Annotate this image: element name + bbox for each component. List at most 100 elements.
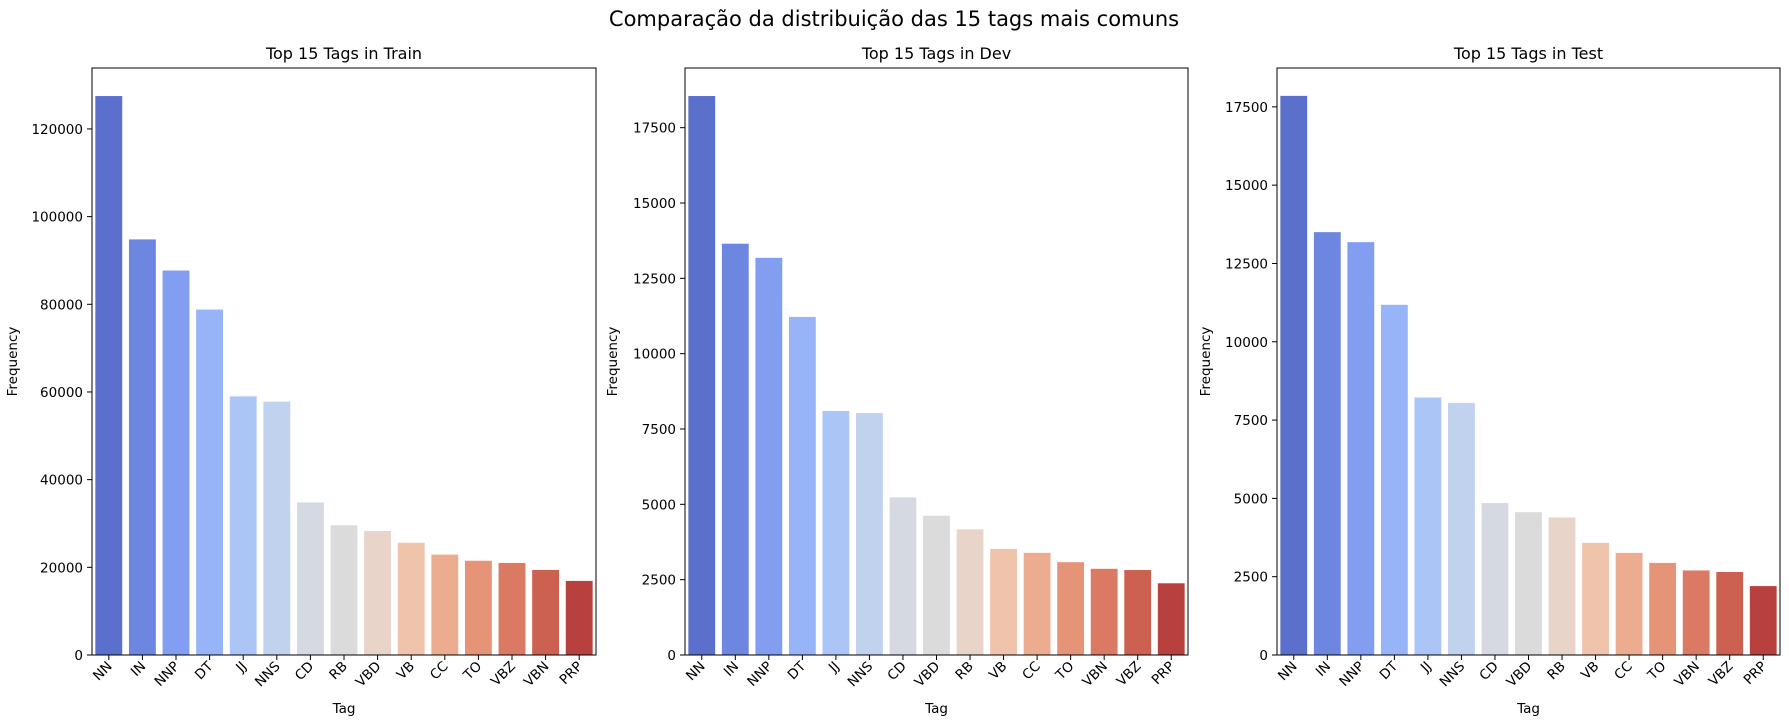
x-tick-label: JJ [825, 659, 843, 677]
chart-title: Top 15 Tags in Dev [861, 44, 1011, 63]
x-tick-label: DT [192, 658, 217, 683]
bar-rb [956, 529, 984, 655]
x-tick-label: PRP [557, 659, 586, 688]
x-tick-label: PRP [1149, 659, 1178, 688]
y-tick-label: 5000 [1234, 491, 1268, 507]
x-tick-label: CD [884, 659, 909, 684]
x-tick-label: JJ [1417, 659, 1435, 677]
y-tick-label: 2500 [642, 573, 676, 589]
x-tick-label: VBN [521, 659, 553, 691]
bar-dt [788, 316, 816, 655]
x-tick-label: VB [1578, 659, 1602, 683]
figure-suptitle: Comparação da distribuição das 15 tags m… [609, 7, 1179, 31]
bar-in [1313, 232, 1341, 656]
bar-prp [565, 580, 593, 655]
x-axis-label: Tag [1516, 701, 1540, 717]
x-tick-label: VBZ [1706, 659, 1737, 690]
bar-dt [196, 309, 224, 655]
y-tick-label: 10000 [633, 347, 676, 363]
x-tick-label: VBD [912, 659, 944, 691]
bar-rb [1548, 517, 1576, 655]
x-tick-label: NN [1275, 659, 1301, 685]
x-axis-label: Tag [332, 701, 356, 717]
x-tick-label: VBZ [488, 659, 519, 690]
y-axis-label: Frequency [1198, 327, 1214, 397]
x-tick-label: VBZ [1114, 659, 1145, 690]
x-tick-label: CC [1019, 659, 1044, 684]
bar-cd [296, 502, 324, 655]
y-tick-label: 0 [74, 648, 83, 664]
x-tick-label: VBN [1079, 659, 1111, 691]
bar-vbn [1090, 568, 1118, 655]
y-tick-label: 40000 [40, 473, 83, 489]
bar-cc [1615, 552, 1643, 655]
bar-dt [1380, 304, 1408, 655]
x-tick-label: NNP [744, 659, 775, 690]
bar-nns [856, 413, 883, 655]
y-axis-label: Frequency [605, 327, 621, 397]
bar-jj [1414, 397, 1442, 655]
y-tick-label: 17500 [1225, 100, 1268, 116]
y-tick-label: 2500 [1234, 570, 1268, 586]
bar-cc [1023, 552, 1051, 655]
x-tick-label: TO [1644, 659, 1669, 684]
x-tick-label: CD [292, 659, 317, 684]
y-tick-label: 10000 [1225, 335, 1268, 351]
x-tick-label: IN [1313, 659, 1334, 680]
bar-nns [1448, 402, 1475, 655]
chart-panel-dev: 0 2500 5000 7500 10000 12500 15000 17500 NN IN NNP… [605, 44, 1189, 717]
bar-vb [397, 542, 425, 655]
bar-vbn [532, 569, 560, 655]
bar-nn [95, 96, 123, 655]
y-tick-label: 60000 [40, 385, 83, 401]
bar-to [1057, 562, 1085, 655]
x-tick-label: VBD [1504, 659, 1536, 691]
bar-to [464, 560, 492, 655]
bar-vbd [923, 515, 950, 655]
x-tick-label: NNS [845, 659, 877, 691]
x-tick-label: CC [1611, 659, 1636, 684]
bar-vbn [1682, 570, 1710, 655]
x-tick-label: RB [326, 659, 351, 684]
y-tick-label: 100000 [31, 210, 83, 226]
x-tick-label: VB [986, 659, 1010, 683]
y-tick-label: 7500 [1234, 413, 1268, 429]
bar-vbz [498, 562, 526, 655]
chart-title: Top 15 Tags in Train [265, 44, 422, 63]
x-tick-label: VBN [1671, 659, 1703, 691]
y-tick-label: 80000 [40, 297, 83, 313]
x-tick-label: NNP [1336, 659, 1367, 690]
y-tick-label: 0 [1259, 648, 1268, 664]
bar-cd [889, 497, 917, 655]
bar-vbd [1515, 512, 1542, 655]
bar-nnp [755, 257, 783, 655]
x-tick-label: TO [460, 659, 485, 684]
x-tick-label: NNS [1437, 659, 1469, 691]
bar-jj [822, 410, 850, 655]
x-axis-label: Tag [924, 701, 948, 717]
y-tick-label: 17500 [633, 121, 676, 137]
x-tick-label: NN [683, 659, 709, 685]
y-tick-label: 15000 [633, 196, 676, 212]
y-tick-label: 5000 [642, 497, 676, 513]
x-tick-label: IN [128, 659, 149, 680]
x-tick-label: VBD [353, 659, 385, 691]
x-tick-label: VB [394, 659, 418, 683]
bar-nn [688, 96, 716, 656]
bar-jj [229, 396, 257, 655]
x-tick-label: IN [721, 659, 742, 680]
x-tick-label: DT [785, 658, 810, 683]
x-tick-label: JJ [232, 659, 250, 677]
bar-nnp [1347, 242, 1375, 655]
bar-vbz [1124, 570, 1152, 655]
x-tick-label: DT [1377, 658, 1402, 683]
y-tick-label: 20000 [40, 560, 83, 576]
bar-prp [1157, 583, 1185, 655]
bar-prp [1749, 586, 1777, 655]
chart-title: Top 15 Tags in Test [1453, 44, 1603, 63]
x-tick-label: RB [952, 659, 977, 684]
y-tick-label: 12500 [633, 271, 676, 287]
y-tick-label: 120000 [31, 122, 83, 138]
bar-vbz [1716, 571, 1744, 655]
